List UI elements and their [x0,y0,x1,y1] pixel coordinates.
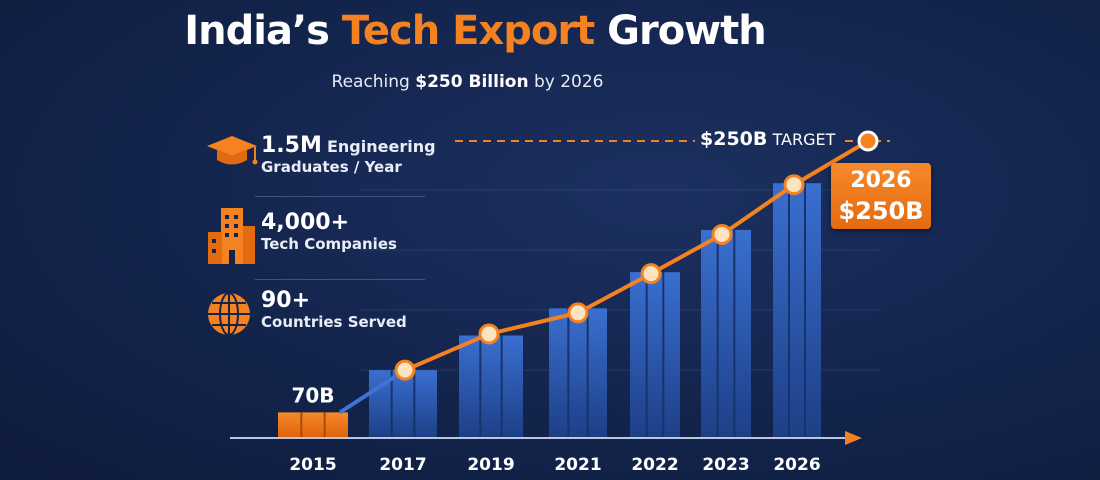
bar-2017 [369,370,437,438]
bar-2019 [459,335,523,438]
graduation-cap-icon [207,136,258,165]
bar-2023 [701,229,751,438]
page-subtitle: Reaching $250 Billion by 2026 [331,72,604,92]
bar-2026 [773,183,821,438]
globe-icon [208,292,250,336]
trend-point [783,174,805,196]
page-title: India’s Tech Export Growth [184,8,766,54]
axis-arrow-icon [845,431,862,445]
trend-point [857,130,879,152]
buildings-icon [208,208,255,264]
x-tick-label: 2019 [467,455,514,475]
trend-point [640,263,662,285]
trend-point [567,302,589,324]
trend-point [394,359,416,381]
target-label: $250B TARGET [700,128,836,150]
divider [255,279,425,280]
x-tick-label: 2015 [289,455,336,475]
x-tick-label: 2026 [773,455,820,475]
x-tick-label: 2022 [631,455,678,475]
bar-2022 [630,272,680,438]
trend-point [478,323,500,345]
bar-2015 [278,412,348,438]
x-tick-label: 2023 [702,455,749,475]
trend-point [711,223,733,245]
trend-line-start [338,368,407,415]
x-tick-label: 2021 [554,455,601,475]
bar-2021 [549,308,607,438]
x-tick-label: 2017 [379,455,426,475]
bar-data-label: 70B [291,383,334,407]
callout-badge: 2026 $250B [831,163,931,229]
divider [255,196,425,197]
